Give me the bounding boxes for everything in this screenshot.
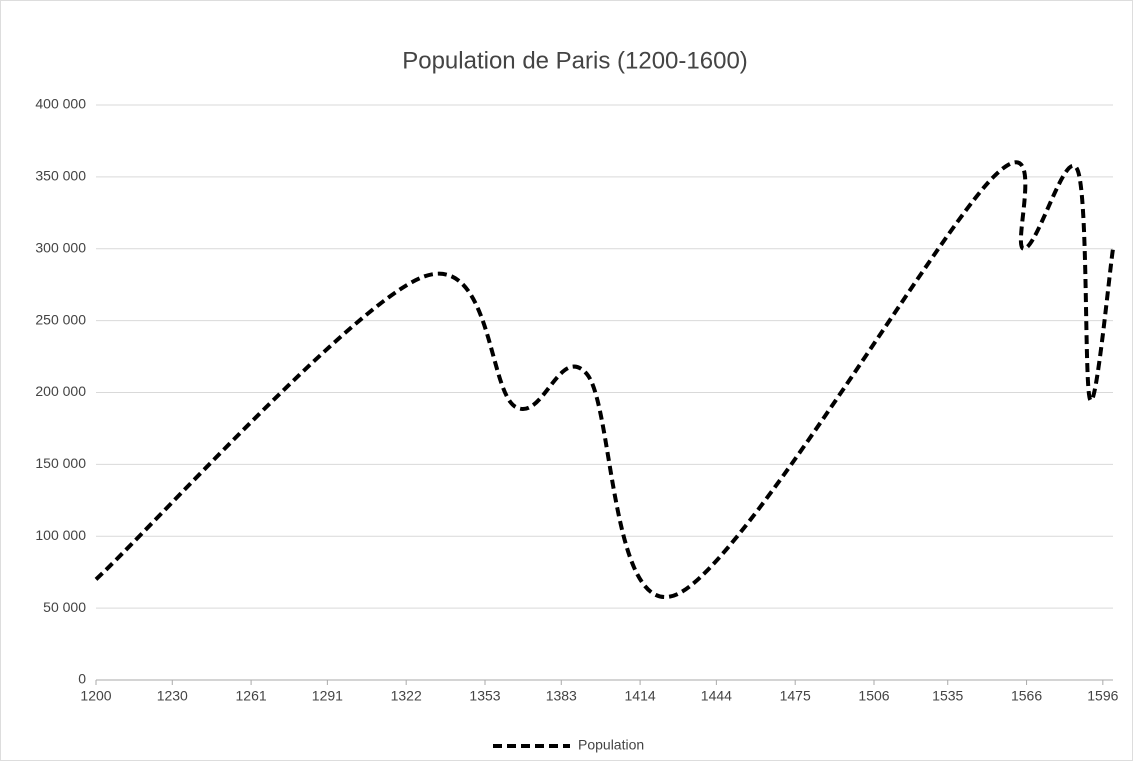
x-tick-label: 1353 — [469, 688, 500, 704]
y-tick-label: 100 000 — [35, 527, 86, 543]
chart-title: Population de Paris (1200-1600) — [402, 47, 748, 74]
y-tick-label: 150 000 — [35, 455, 86, 471]
x-tick-label: 1414 — [625, 688, 656, 704]
x-tick-label: 1230 — [157, 688, 188, 704]
y-tick-label: 50 000 — [43, 599, 86, 615]
y-tick-label: 250 000 — [35, 311, 86, 327]
line-series — [94, 160, 1115, 599]
y-tick-label: 200 000 — [35, 383, 86, 399]
x-tick-label: 1444 — [701, 688, 732, 704]
x-tick-label: 1535 — [932, 688, 963, 704]
y-tick-label: 400 000 — [35, 96, 86, 112]
x-tick-label: 1383 — [546, 688, 577, 704]
legend-label: Population — [578, 737, 644, 753]
x-tick-label: 1506 — [858, 688, 889, 704]
x-tick-label: 1322 — [391, 688, 422, 704]
x-tick-label: 1200 — [80, 688, 111, 704]
y-tick-label: 350 000 — [35, 168, 86, 184]
y-tick-label: 0 — [78, 671, 86, 687]
x-tick-label: 1261 — [236, 688, 267, 704]
x-tick-label: 1291 — [312, 688, 343, 704]
x-tick-label: 1475 — [780, 688, 811, 704]
x-tick-label: 1596 — [1087, 688, 1118, 704]
y-tick-label: 300 000 — [35, 239, 86, 255]
x-tick-label: 1566 — [1011, 688, 1042, 704]
